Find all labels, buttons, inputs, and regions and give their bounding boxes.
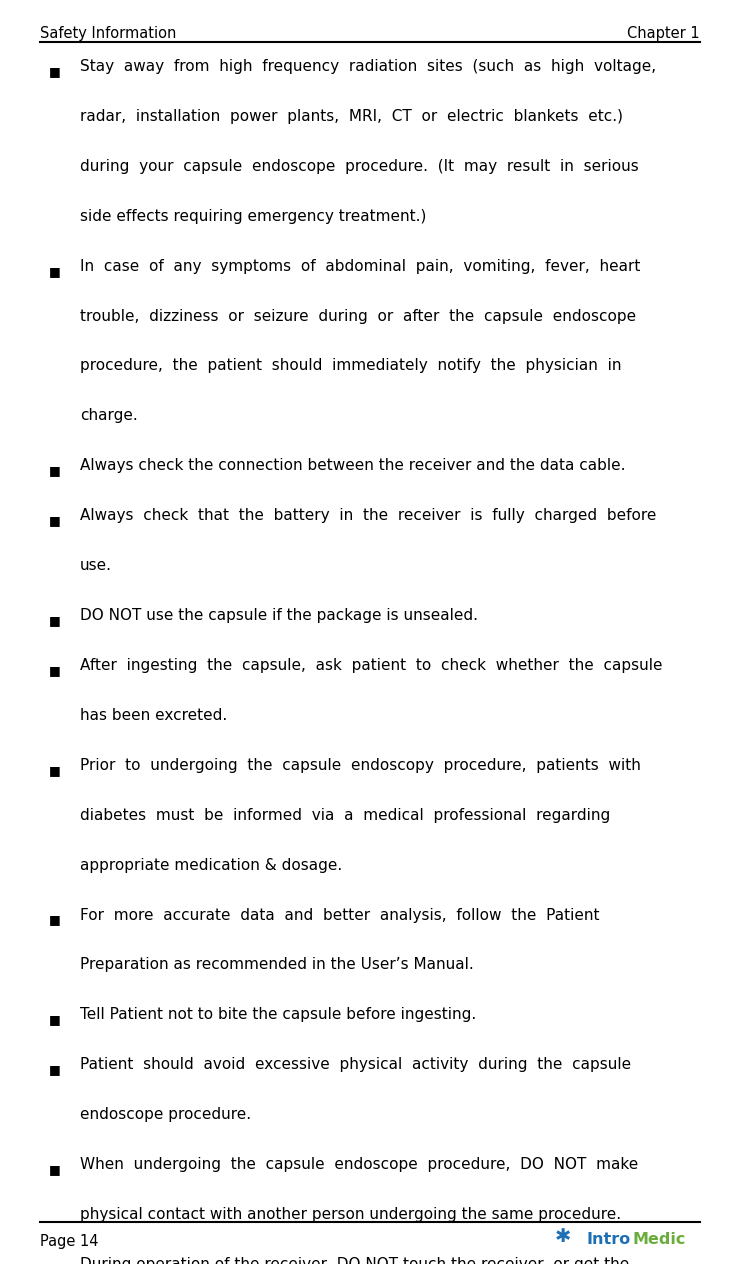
Text: In  case  of  any  symptoms  of  abdominal  pain,  vomiting,  fever,  heart: In case of any symptoms of abdominal pai… bbox=[80, 259, 640, 273]
Text: ■: ■ bbox=[49, 514, 61, 527]
Text: Intro: Intro bbox=[587, 1232, 631, 1248]
Text: Stay  away  from  high  frequency  radiation  sites  (such  as  high  voltage,: Stay away from high frequency radiation … bbox=[80, 59, 656, 75]
Text: Tell Patient not to bite the capsule before ingesting.: Tell Patient not to bite the capsule bef… bbox=[80, 1007, 477, 1023]
Text: Always check the connection between the receiver and the data cable.: Always check the connection between the … bbox=[80, 459, 626, 473]
Text: Preparation as recommended in the User’s Manual.: Preparation as recommended in the User’s… bbox=[80, 957, 474, 972]
Text: ■: ■ bbox=[49, 64, 61, 78]
Text: Safety Information: Safety Information bbox=[40, 27, 176, 40]
Text: ■: ■ bbox=[49, 1163, 61, 1176]
Text: After  ingesting  the  capsule,  ask  patient  to  check  whether  the  capsule: After ingesting the capsule, ask patient… bbox=[80, 659, 662, 672]
Text: Patient  should  avoid  excessive  physical  activity  during  the  capsule: Patient should avoid excessive physical … bbox=[80, 1057, 631, 1072]
Text: side effects requiring emergency treatment.): side effects requiring emergency treatme… bbox=[80, 209, 426, 224]
Text: Chapter 1: Chapter 1 bbox=[627, 27, 700, 40]
Text: trouble,  dizziness  or  seizure  during  or  after  the  capsule  endoscope: trouble, dizziness or seizure during or … bbox=[80, 308, 636, 324]
Text: ■: ■ bbox=[49, 264, 61, 278]
Text: For  more  accurate  data  and  better  analysis,  follow  the  Patient: For more accurate data and better analys… bbox=[80, 908, 600, 923]
Text: charge.: charge. bbox=[80, 408, 138, 423]
Text: endoscope procedure.: endoscope procedure. bbox=[80, 1107, 251, 1122]
Text: Medic: Medic bbox=[633, 1232, 687, 1248]
Text: diabetes  must  be  informed  via  a  medical  professional  regarding: diabetes must be informed via a medical … bbox=[80, 808, 610, 823]
Text: ■: ■ bbox=[49, 464, 61, 478]
Text: Prior  to  undergoing  the  capsule  endoscopy  procedure,  patients  with: Prior to undergoing the capsule endoscop… bbox=[80, 758, 641, 772]
Text: ■: ■ bbox=[49, 664, 61, 678]
Text: ✱: ✱ bbox=[555, 1227, 572, 1246]
Text: radar,  installation  power  plants,  MRI,  CT  or  electric  blankets  etc.): radar, installation power plants, MRI, C… bbox=[80, 109, 623, 124]
Text: ■: ■ bbox=[49, 1014, 61, 1026]
Text: use.: use. bbox=[80, 559, 112, 573]
Text: During operation of the receiver, DO NOT touch the receiver, or get the: During operation of the receiver, DO NOT… bbox=[80, 1256, 630, 1264]
Text: When  undergoing  the  capsule  endoscope  procedure,  DO  NOT  make: When undergoing the capsule endoscope pr… bbox=[80, 1157, 638, 1172]
Text: appropriate medication & dosage.: appropriate medication & dosage. bbox=[80, 857, 343, 872]
Text: ■: ■ bbox=[49, 1063, 61, 1076]
Text: physical contact with another person undergoing the same procedure.: physical contact with another person und… bbox=[80, 1207, 621, 1222]
Text: procedure,  the  patient  should  immediately  notify  the  physician  in: procedure, the patient should immediatel… bbox=[80, 359, 621, 373]
Text: Page 14: Page 14 bbox=[40, 1234, 99, 1249]
Text: ■: ■ bbox=[49, 763, 61, 777]
Text: has been excreted.: has been excreted. bbox=[80, 708, 227, 723]
Text: ■: ■ bbox=[49, 614, 61, 627]
Text: DO NOT use the capsule if the package is unsealed.: DO NOT use the capsule if the package is… bbox=[80, 608, 478, 623]
Text: during  your  capsule  endoscope  procedure.  (It  may  result  in  serious: during your capsule endoscope procedure.… bbox=[80, 159, 639, 174]
Text: ■: ■ bbox=[49, 914, 61, 927]
Text: Always  check  that  the  battery  in  the  receiver  is  fully  charged  before: Always check that the battery in the rec… bbox=[80, 508, 657, 523]
